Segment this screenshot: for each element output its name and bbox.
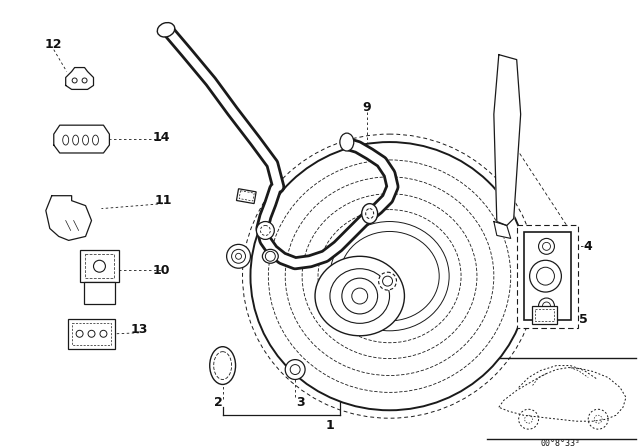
Text: 6: 6 xyxy=(258,214,267,227)
Circle shape xyxy=(543,302,550,310)
Polygon shape xyxy=(46,196,92,241)
Circle shape xyxy=(536,267,554,285)
Ellipse shape xyxy=(250,142,529,410)
Text: 4: 4 xyxy=(584,240,593,253)
Circle shape xyxy=(538,238,554,254)
Ellipse shape xyxy=(93,135,99,145)
Circle shape xyxy=(538,298,554,314)
Text: 14: 14 xyxy=(152,130,170,144)
Ellipse shape xyxy=(340,133,354,151)
Bar xyxy=(84,282,115,304)
Circle shape xyxy=(72,78,77,83)
Circle shape xyxy=(379,272,397,290)
Circle shape xyxy=(290,365,300,375)
Ellipse shape xyxy=(214,352,232,379)
Bar xyxy=(532,306,557,324)
Text: 8: 8 xyxy=(236,190,245,203)
Bar xyxy=(524,233,572,320)
Text: 10: 10 xyxy=(152,264,170,277)
Text: 3: 3 xyxy=(296,396,305,409)
Polygon shape xyxy=(494,221,511,238)
Circle shape xyxy=(232,250,246,263)
Circle shape xyxy=(383,276,392,286)
Circle shape xyxy=(352,288,368,304)
Circle shape xyxy=(236,253,241,259)
Polygon shape xyxy=(66,68,93,90)
Circle shape xyxy=(88,330,95,337)
Bar xyxy=(236,189,256,203)
Text: 13: 13 xyxy=(131,323,148,336)
Ellipse shape xyxy=(210,347,236,384)
Bar xyxy=(239,191,254,201)
Ellipse shape xyxy=(73,135,79,145)
Text: 2: 2 xyxy=(214,396,223,409)
Text: 5: 5 xyxy=(579,313,588,327)
Polygon shape xyxy=(54,125,109,153)
Circle shape xyxy=(257,221,275,239)
Text: 7: 7 xyxy=(228,250,237,263)
Bar xyxy=(516,224,579,328)
Circle shape xyxy=(285,360,305,379)
Circle shape xyxy=(342,278,378,314)
Text: 1: 1 xyxy=(326,419,334,432)
Ellipse shape xyxy=(330,269,390,323)
Ellipse shape xyxy=(157,22,175,37)
Circle shape xyxy=(227,244,250,268)
Ellipse shape xyxy=(63,135,68,145)
Circle shape xyxy=(543,242,550,250)
Circle shape xyxy=(266,251,275,261)
Ellipse shape xyxy=(365,209,374,219)
Ellipse shape xyxy=(262,250,278,263)
Text: 11: 11 xyxy=(154,194,172,207)
Text: 12: 12 xyxy=(45,38,63,51)
Ellipse shape xyxy=(83,135,88,145)
Circle shape xyxy=(260,225,270,236)
Polygon shape xyxy=(494,55,521,225)
Bar xyxy=(534,309,554,321)
Bar xyxy=(68,319,115,349)
Bar xyxy=(72,323,111,345)
Circle shape xyxy=(93,260,106,272)
Circle shape xyxy=(82,78,87,83)
Text: 9: 9 xyxy=(362,101,371,114)
Text: 00°8°33²: 00°8°33² xyxy=(540,439,580,448)
Circle shape xyxy=(530,260,561,292)
Circle shape xyxy=(100,330,107,337)
Ellipse shape xyxy=(362,204,378,224)
Bar xyxy=(84,254,115,278)
Ellipse shape xyxy=(315,256,404,336)
Bar xyxy=(79,250,119,282)
Circle shape xyxy=(76,330,83,337)
